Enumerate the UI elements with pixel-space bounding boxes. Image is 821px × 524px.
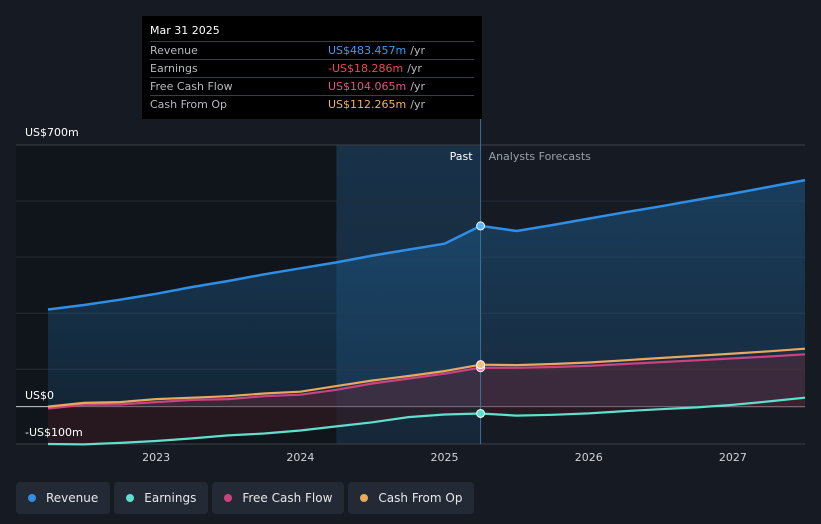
legend-item-cash-from-op[interactable]: Cash From Op bbox=[348, 482, 475, 514]
tooltip-row-free-cash-flow: Free Cash Flow US$104.065m /yr bbox=[150, 77, 474, 95]
tooltip-label: Earnings bbox=[150, 62, 198, 75]
tooltip-unit: /yr bbox=[410, 80, 425, 93]
tooltip-row-revenue: Revenue US$483.457m /yr bbox=[150, 41, 474, 59]
legend-dot-icon bbox=[28, 494, 36, 502]
x-tick-label: 2025 bbox=[431, 451, 459, 464]
legend-label: Earnings bbox=[144, 491, 197, 505]
tooltip-row-cash-from-op: Cash From Op US$112.265m /yr bbox=[150, 95, 474, 113]
x-tick-label: 2027 bbox=[719, 451, 747, 464]
legend-label: Revenue bbox=[46, 491, 99, 505]
y-axis-zero-label: US$0 bbox=[25, 389, 54, 402]
tooltip-value: -US$18.286m bbox=[328, 62, 404, 75]
legend-dot-icon bbox=[126, 494, 135, 502]
tooltip-unit: /yr bbox=[407, 62, 422, 75]
revenue-line bbox=[47, 178, 806, 311]
tooltip-date: Mar 31 2025 bbox=[150, 24, 220, 37]
tooltip-unit: /yr bbox=[410, 44, 425, 57]
forecast-label: Analysts Forecasts bbox=[489, 150, 592, 163]
legend-dot-icon bbox=[224, 494, 233, 502]
legend-label: Cash From Op bbox=[378, 491, 463, 505]
data-point-marker bbox=[476, 360, 486, 370]
tooltip-value: US$112.265m bbox=[328, 98, 407, 111]
x-tick-label: 2024 bbox=[286, 451, 314, 464]
tooltip-value: US$483.457m bbox=[328, 44, 407, 57]
y-axis-top-label: US$700m bbox=[25, 126, 79, 139]
x-tick-label: 2026 bbox=[575, 451, 603, 464]
legend-item-earnings[interactable]: Earnings bbox=[114, 482, 209, 514]
y-axis-bottom-label: -US$100m bbox=[25, 426, 83, 439]
past-label: Past bbox=[450, 150, 474, 163]
cash-from-op-line bbox=[47, 347, 806, 408]
tooltip-label: Free Cash Flow bbox=[150, 80, 233, 93]
legend-item-revenue[interactable]: Revenue bbox=[16, 482, 111, 514]
legend-item-free-cash-flow[interactable]: Free Cash Flow bbox=[212, 482, 345, 514]
tooltip-unit: /yr bbox=[410, 98, 425, 111]
tooltip-label: Cash From Op bbox=[150, 98, 228, 111]
free-cash-flow-area bbox=[48, 354, 805, 409]
legend-dot-icon bbox=[360, 494, 369, 502]
legend: Revenue Earnings Free Cash Flow Cash Fro… bbox=[16, 482, 475, 514]
tooltip-value: US$104.065m bbox=[328, 80, 407, 93]
earnings-line bbox=[47, 396, 806, 446]
x-tick-label: 2023 bbox=[142, 451, 170, 464]
legend-label: Free Cash Flow bbox=[242, 491, 333, 505]
data-point-marker bbox=[476, 221, 486, 231]
earnings-area bbox=[48, 397, 805, 445]
tooltip-row-earnings: Earnings -US$18.286m /yr bbox=[150, 59, 474, 77]
free-cash-flow-line bbox=[47, 353, 806, 410]
tooltip-label: Revenue bbox=[150, 44, 198, 57]
data-point-marker bbox=[476, 408, 486, 418]
chart-area: US$700m US$0 -US$100m Past Analysts Forecast… bbox=[16, 119, 806, 464]
revenue-area bbox=[48, 180, 805, 407]
tooltip: Mar 31 2025 Revenue US$483.457m /yr Earn… bbox=[142, 16, 482, 119]
